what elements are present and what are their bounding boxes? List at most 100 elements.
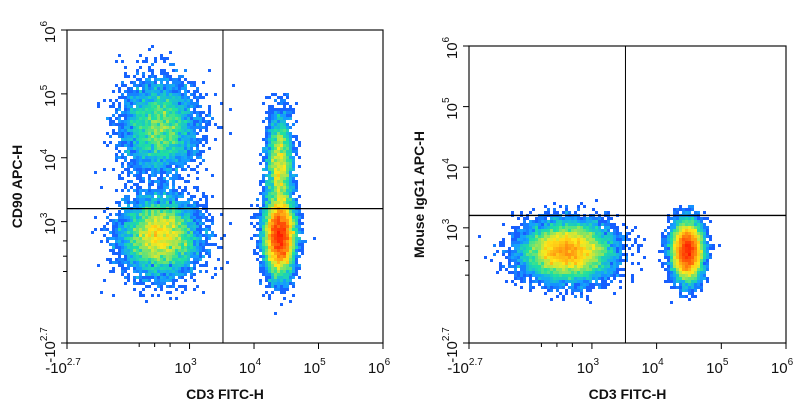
density-cell	[133, 174, 136, 177]
density-cell	[124, 114, 127, 117]
density-cell	[148, 186, 151, 189]
density-cell	[583, 223, 586, 226]
density-cell	[169, 63, 172, 66]
density-cell	[547, 256, 550, 259]
density-cell	[664, 256, 667, 259]
density-cell	[556, 289, 559, 292]
density-cell	[589, 223, 592, 226]
density-cell	[169, 168, 172, 171]
density-cell	[121, 225, 124, 228]
density-cell	[154, 279, 157, 282]
density-cell	[706, 217, 709, 220]
density-cell	[688, 229, 691, 232]
density-cell	[598, 277, 601, 280]
density-cell	[142, 156, 145, 159]
density-cell	[268, 225, 271, 228]
density-cell	[268, 246, 271, 249]
density-cell	[619, 244, 622, 247]
density-cell	[154, 234, 157, 237]
density-cell	[184, 117, 187, 120]
density-cell	[277, 243, 280, 246]
density-cell	[682, 253, 685, 256]
density-cell	[142, 243, 145, 246]
density-cell	[289, 159, 292, 162]
density-cell	[208, 243, 211, 246]
density-cell	[145, 120, 148, 123]
density-cell	[295, 102, 298, 105]
density-cell	[118, 114, 121, 117]
density-cell	[280, 144, 283, 147]
density-cell	[187, 126, 190, 129]
density-cell	[154, 192, 157, 195]
density-cell	[127, 168, 130, 171]
density-cell	[154, 240, 157, 243]
density-cell	[691, 220, 694, 223]
density-cell	[190, 138, 193, 141]
density-cell	[166, 252, 169, 255]
density-cell	[145, 189, 148, 192]
density-cell	[556, 265, 559, 268]
density-cell	[184, 162, 187, 165]
density-cell	[262, 222, 265, 225]
density-cell	[604, 268, 607, 271]
density-cell	[577, 238, 580, 241]
density-cell	[133, 288, 136, 291]
density-cell	[283, 162, 286, 165]
density-cell	[283, 222, 286, 225]
density-cell	[538, 259, 541, 262]
density-cell	[586, 289, 589, 292]
density-cell	[679, 205, 682, 208]
density-cell	[523, 268, 526, 271]
density-cell	[289, 147, 292, 150]
density-cell	[535, 250, 538, 253]
density-cell	[184, 255, 187, 258]
density-cell	[577, 280, 580, 283]
density-cell	[718, 244, 721, 247]
density-cell	[517, 265, 520, 268]
density-cell	[286, 108, 289, 111]
density-cell	[130, 147, 133, 150]
density-cell	[625, 256, 628, 259]
density-cell	[139, 102, 142, 105]
density-cell	[154, 165, 157, 168]
density-cell	[142, 147, 145, 150]
density-cell	[145, 156, 148, 159]
density-cell	[175, 93, 178, 96]
density-cell	[130, 228, 133, 231]
density-cell	[199, 117, 202, 120]
density-cell	[127, 138, 130, 141]
density-cell	[253, 252, 256, 255]
density-cell	[538, 229, 541, 232]
density-cell	[127, 204, 130, 207]
density-cell	[295, 270, 298, 273]
density-cell	[514, 277, 517, 280]
density-cell	[271, 201, 274, 204]
density-cell	[685, 220, 688, 223]
density-cell	[685, 250, 688, 253]
density-cell	[196, 120, 199, 123]
density-cell	[142, 60, 145, 63]
density-cell	[121, 126, 124, 129]
density-cell	[163, 87, 166, 90]
density-cell	[124, 117, 127, 120]
density-cell	[163, 96, 166, 99]
density-cell	[175, 138, 178, 141]
density-cell	[520, 259, 523, 262]
density-cell	[154, 246, 157, 249]
density-cell	[157, 261, 160, 264]
density-cell	[193, 204, 196, 207]
density-cell	[127, 222, 130, 225]
density-cell	[124, 255, 127, 258]
density-cell	[286, 243, 289, 246]
density-cell	[118, 213, 121, 216]
density-cell	[610, 226, 613, 229]
density-cell	[100, 186, 103, 189]
density-cell	[265, 126, 268, 129]
density-cell	[148, 129, 151, 132]
density-cell	[265, 270, 268, 273]
density-cell	[199, 225, 202, 228]
density-cell	[172, 183, 175, 186]
density-cell	[148, 258, 151, 261]
density-cell	[178, 222, 181, 225]
density-cell	[133, 255, 136, 258]
